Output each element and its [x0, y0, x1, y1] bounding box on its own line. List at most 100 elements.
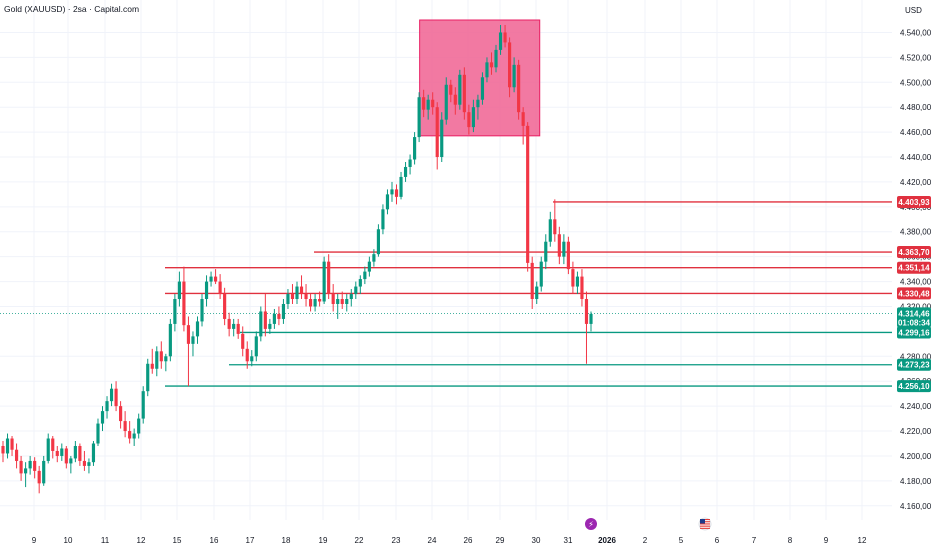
- candle-body: [308, 299, 313, 307]
- price-tick-label: 4.420,00: [900, 178, 932, 187]
- candle: [340, 291, 344, 309]
- level-label: 4.363,70: [897, 246, 931, 259]
- candle: [245, 341, 249, 369]
- candle: [263, 294, 267, 337]
- candle: [530, 256, 534, 309]
- candle: [5, 433, 10, 459]
- level-label-bg: [897, 195, 931, 208]
- time-axis[interactable]: 9 10 11 12 15 16 17 18 19 22 23 24 26 29 30 31 2026 2 5 6 7 8…: [32, 536, 867, 545]
- candle-body: [485, 62, 489, 78]
- candle: [440, 112, 444, 162]
- candle: [109, 383, 114, 407]
- candle-body: [128, 431, 132, 439]
- candle: [376, 224, 380, 257]
- time-tick-label: 8: [788, 536, 793, 545]
- candle: [241, 326, 245, 357]
- candle-body: [109, 388, 114, 402]
- level-label-text: 4.330,48: [898, 289, 930, 298]
- candle: [268, 318, 272, 334]
- time-tick-label: 15: [173, 536, 182, 545]
- last-price-value: 4.314,46: [898, 309, 930, 318]
- candle: [19, 455, 23, 481]
- candle: [232, 318, 236, 337]
- time-tick-label: 9: [32, 536, 37, 545]
- lightning-icon-glyph: ⚡: [588, 520, 594, 529]
- candle: [277, 306, 281, 326]
- candle-body: [322, 261, 326, 302]
- price-tick-label: 4.520,00: [900, 53, 932, 62]
- candle: [399, 171, 403, 200]
- candle: [236, 318, 240, 339]
- candle-body: [259, 311, 263, 337]
- time-tick-label: 31: [564, 536, 573, 545]
- candle: [548, 211, 552, 247]
- candle-body: [155, 351, 159, 369]
- candle-body: [508, 42, 512, 88]
- candle: [575, 271, 580, 295]
- candle: [508, 37, 512, 98]
- last-price-countdown: 01:08:34: [898, 318, 931, 327]
- candle-body: [331, 294, 335, 304]
- candle-body: [299, 286, 304, 295]
- candle: [250, 350, 254, 367]
- candle: [200, 294, 204, 327]
- level-label-text: 4.256,10: [898, 382, 930, 391]
- time-tick-label: 16: [210, 536, 219, 545]
- candle-body: [114, 388, 118, 407]
- candle-body: [96, 423, 100, 444]
- candle-body: [458, 74, 462, 105]
- candle-body: [295, 286, 299, 300]
- candle: [128, 421, 132, 444]
- candle-body: [91, 443, 96, 463]
- candle: [82, 450, 86, 471]
- candle-body: [105, 401, 109, 412]
- candle: [363, 266, 367, 285]
- level-label: 4.330,48: [897, 287, 931, 300]
- candle: [299, 275, 304, 300]
- lightning-icon[interactable]: ⚡: [585, 518, 597, 530]
- candle-body: [69, 458, 73, 464]
- candle: [318, 291, 322, 307]
- time-tick-label: 7: [752, 536, 757, 545]
- us-flag-icon[interactable]: [698, 517, 712, 531]
- candle-body: [19, 460, 23, 474]
- candle-body: [100, 411, 105, 424]
- level-label: 4.256,10: [897, 380, 931, 393]
- candle-body: [494, 49, 498, 68]
- candle: [155, 346, 159, 377]
- candle: [444, 77, 448, 125]
- candle-body: [584, 299, 589, 324]
- candle-body: [426, 99, 430, 110]
- candle: [562, 234, 566, 265]
- candle-body: [539, 261, 543, 287]
- candle: [544, 234, 548, 270]
- candle-body: [227, 318, 231, 329]
- level-label: 4.403,93: [897, 195, 931, 208]
- price-tick-label: 4.500,00: [900, 78, 932, 87]
- price-tick-label: 4.320,00: [900, 302, 932, 311]
- lightning-icon-bg: [585, 518, 597, 530]
- candle-body: [480, 77, 485, 100]
- candle-body: [517, 64, 521, 113]
- candle: [458, 69, 462, 110]
- candle: [24, 462, 28, 488]
- candle-body: [453, 94, 457, 105]
- level-label: 4.299,16: [897, 326, 931, 339]
- candle-body: [354, 286, 358, 295]
- candle: [327, 254, 331, 300]
- candle: [336, 294, 340, 319]
- candle-body: [223, 294, 227, 319]
- candle: [566, 236, 570, 275]
- candle-body: [241, 333, 245, 349]
- candle: [51, 436, 55, 459]
- candle-body: [182, 281, 186, 326]
- event-markers[interactable]: ⚡: [585, 517, 712, 531]
- candle: [467, 104, 471, 135]
- candle: [259, 306, 263, 342]
- candle-body: [467, 112, 471, 128]
- candle: [308, 294, 313, 312]
- candle: [462, 67, 466, 120]
- candle-body: [435, 107, 439, 158]
